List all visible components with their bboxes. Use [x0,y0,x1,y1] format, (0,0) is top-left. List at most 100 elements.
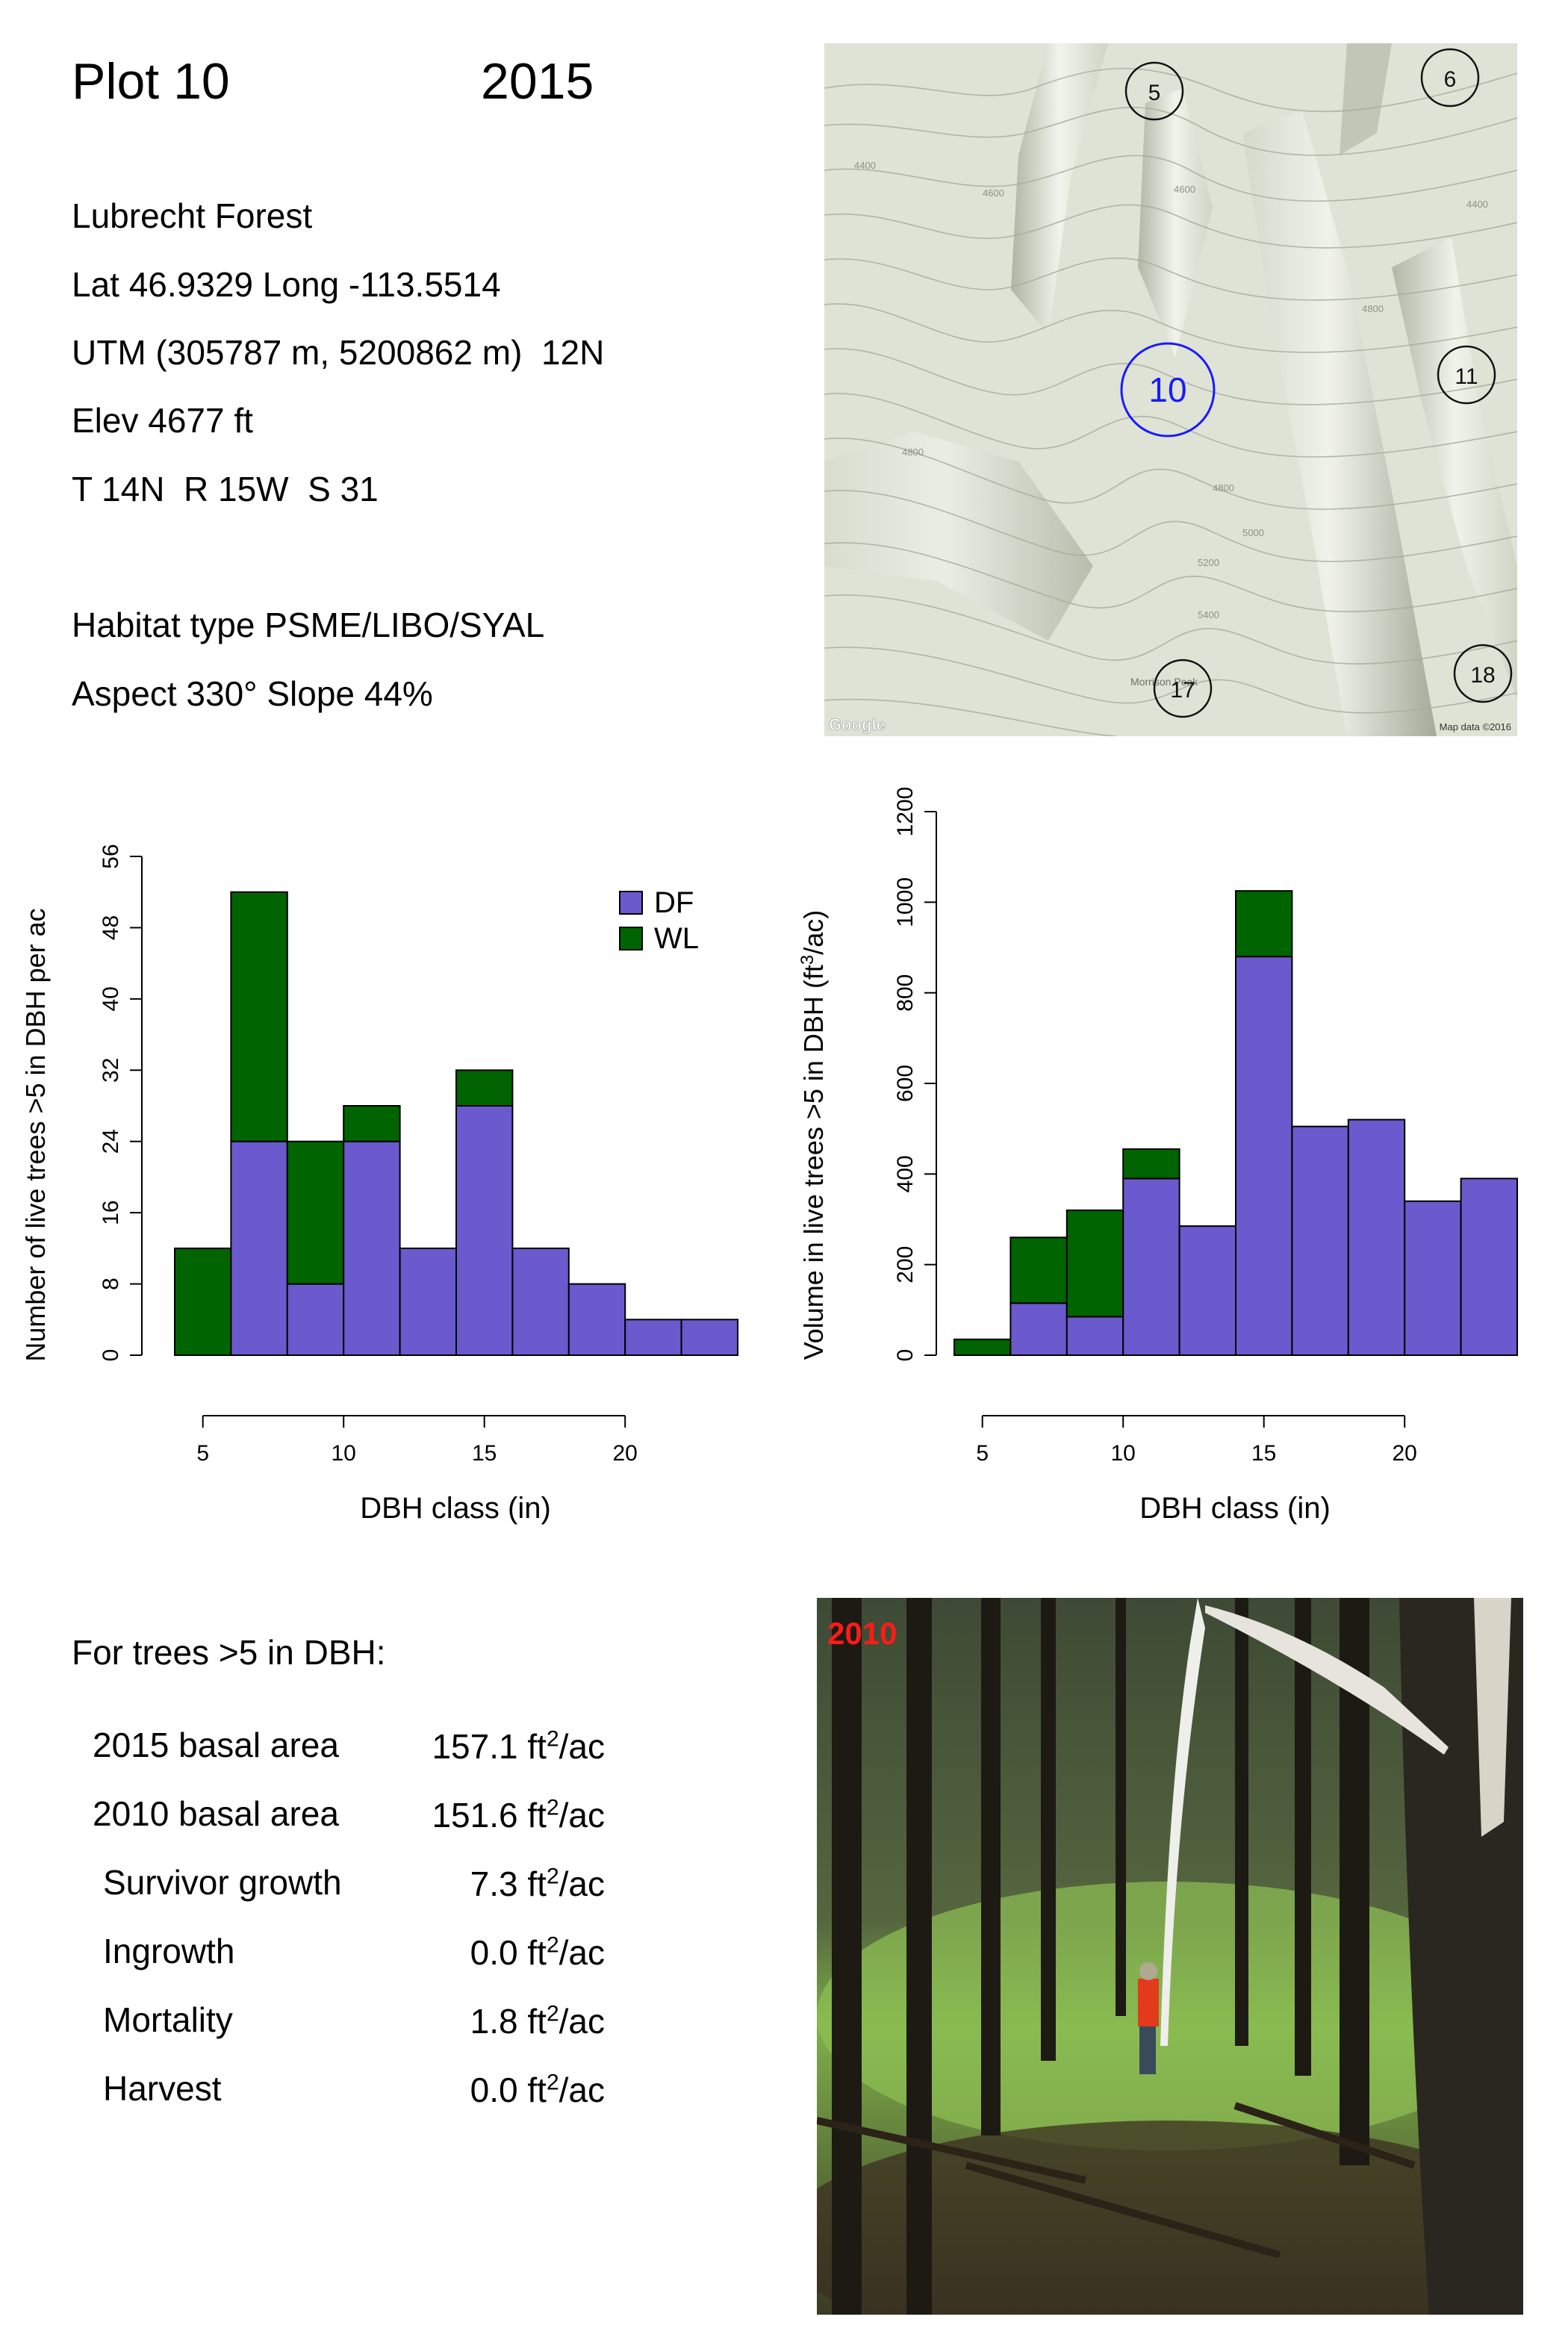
map-credit: Map data ©2016 [1440,721,1511,732]
bar-wl [286,1140,345,1285]
contour-label: 4800 [902,447,924,458]
growth-unit: ft [527,1864,547,1903]
contour-label: 4600 [983,187,1004,199]
x-tick-label: 20 [613,1441,638,1466]
bar-wl [1009,1236,1068,1304]
plot-photo-svg: 2010 [780,1598,1556,2352]
growth-value-number: 151.6 [432,1796,518,1835]
y-tick-label: 800 [893,974,918,1012]
contour-label: 4800 [1362,303,1384,314]
x-axis-title: DBH class (in) [1139,1492,1331,1525]
tree-trunk [1041,1598,1056,2061]
ridge-shade [1392,237,1517,700]
habitat-type: Habitat type PSME/LIBO/SYAL [72,606,545,644]
growth-row-label: Mortality [103,2000,233,2039]
bar-wl [1122,1148,1180,1180]
contour-label: 5000 [1242,527,1264,538]
y-tick-label: 200 [893,1246,918,1284]
plot-marker-label: 5 [1148,81,1161,105]
legend: DF WL [619,886,699,955]
growth-unit-suffix: /ac [559,2002,605,2041]
growth-row-label: 2015 basal area [93,1726,339,1764]
bar-df [1404,1200,1462,1356]
y-tick-label: 56 [99,844,123,868]
x-tick-label: 15 [472,1441,497,1466]
growth-unit-exponent: 2 [546,2001,559,2026]
growth-unit: ft [527,1796,547,1835]
township-range-section: T 14N R 15W S 31 [72,470,379,508]
growth-row-label: Ingrowth [103,1932,235,1970]
fallen-log [815,2117,1087,2184]
y-tick-label: 8 [99,1278,123,1290]
plot-marker-label: 11 [1455,364,1478,389]
growth-value-number: 1.8 [470,2002,518,2041]
bar-df [1065,1316,1124,1357]
plot-marker-current [1120,342,1216,438]
plot-marker [1124,61,1184,121]
plot-marker [1153,659,1213,718]
bar-df [511,1247,570,1356]
growth-row-label: Survivor growth [103,1863,342,1902]
ridge-shade [1340,43,1392,155]
plot-photo: 2010 [780,1598,1556,2352]
growth-unit-exponent: 2 [546,1795,559,1820]
legend-swatch-wl [619,927,643,951]
trees-per-acre-chart: 0 8 16 24 32 40 48 56 5 10 15 20 DBH class (in) Num… [20,844,738,1525]
plot-year: 2015 [481,53,594,110]
tree-trunk [1116,1598,1126,2016]
growth-row-value: 151.6 ft2/ac [321,1795,605,1835]
bar-df [1460,1177,1518,1357]
bar-df [1122,1177,1180,1357]
bar-df [1291,1125,1349,1356]
birch-trunk [1474,1598,1511,1837]
growth-unit-suffix: /ac [559,1796,605,1835]
tree-trunk [1295,1598,1311,2076]
y-tick-label: 1000 [893,877,918,927]
legend-swatch-df [619,891,643,915]
contour-label-group: 4400 4600 4800 4800 5000 5200 5400 4600 … [854,160,1488,620]
y-tick-label: 0 [99,1349,123,1362]
terrain-map-svg: 4400 4600 4800 4800 5000 5200 5400 4600 … [824,43,1518,737]
bar-df [1178,1225,1236,1356]
forest-name: Lubrecht Forest [72,196,313,235]
surveyor-vest [1138,1979,1159,2026]
y-tick-label: 600 [893,1065,918,1102]
bar-df [624,1319,682,1356]
legend-label-df: DF [654,886,694,919]
terrain-map: 4400 4600 4800 4800 5000 5200 5400 4600 … [824,43,1518,737]
plot-marker [1420,48,1480,108]
tree-trunk [832,1598,862,2315]
bar-wl [455,1069,514,1107]
growth-unit: ft [527,1727,547,1766]
bar-wl [343,1105,401,1142]
bar-df [1347,1119,1406,1356]
growth-unit-exponent: 2 [546,1864,559,1889]
fallen-log [1233,2102,1416,2169]
growth-unit-exponent: 2 [546,2070,559,2095]
tree-trunk [906,1598,932,2315]
tree-trunks [832,1598,1369,2315]
volume-per-acre-chart: 0 200 400 600 800 1000 1200 5 10 15 20 DBH class (… [797,787,1518,1525]
growth-table-title: For trees >5 in DBH: [72,1633,386,1672]
fallen-log [965,2162,1281,2259]
lat-long: Lat 46.9329 Long -113.5514 [72,265,501,304]
bar-df [680,1319,738,1356]
x-tick-label: 5 [196,1441,209,1466]
x-axis-title: DBH class (in) [360,1492,551,1525]
place-label: Morrison Peak [1130,676,1198,688]
x-tick-label: 10 [1111,1441,1136,1466]
y-tick-label: 0 [893,1349,918,1362]
bar-df [230,1140,288,1356]
y-tick-label: 48 [99,915,123,940]
x-tick-label: 10 [332,1441,356,1466]
bar-wl [1235,890,1293,958]
ridge-shade [1138,88,1213,357]
contour-label: 4600 [1174,184,1195,195]
contour-lines [824,67,1518,737]
growth-unit-suffix: /ac [559,2071,605,2109]
growth-unit-suffix: /ac [559,1727,605,1766]
plot-marker-label: 17 [1170,678,1195,703]
white-snag [1160,1598,1205,2046]
growth-row-value: 0.0 ft2/ac [321,1932,605,1973]
growth-value-number: 7.3 [470,1864,518,1903]
